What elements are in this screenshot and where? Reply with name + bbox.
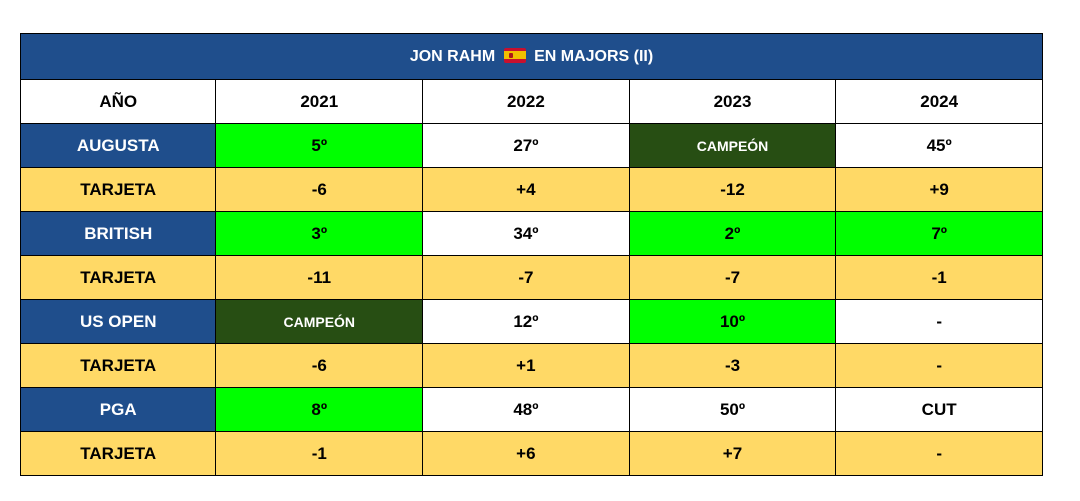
table-title: JON RAHM EN MAJORS (II)	[20, 33, 1043, 80]
venue-row: PGA 8º 48º 50º CUT	[19, 387, 1043, 432]
score-cell: -1	[835, 255, 1043, 300]
venue-label-cell: AUGUSTA	[19, 123, 217, 168]
score-label-cell: TARJETA	[19, 343, 217, 388]
header-cell-2024: 2024	[835, 79, 1043, 124]
score-cell: +1	[422, 343, 630, 388]
score-label-cell: TARJETA	[19, 255, 217, 300]
score-label-cell: TARJETA	[19, 431, 217, 476]
score-cell: -	[835, 431, 1043, 476]
position-cell: 8º	[215, 387, 424, 432]
position-cell: CUT	[835, 387, 1043, 432]
score-cell: -6	[215, 343, 424, 388]
score-row: TARJETA -1 +6 +7-	[19, 431, 1043, 476]
position-cell: 7º	[835, 211, 1043, 256]
position-cell: 27º	[422, 123, 630, 168]
header-cell-2023: 2023	[628, 79, 837, 124]
position-cell: CAMPEÓN	[215, 299, 424, 344]
score-cell: -11	[215, 255, 424, 300]
score-cell: -7	[628, 255, 837, 300]
score-row: TARJETA -11 -7 -7 -1	[19, 255, 1043, 300]
header-cell-2022: 2022	[422, 79, 630, 124]
position-cell: 34º	[422, 211, 630, 256]
table-body: JON RAHM EN MAJORS (II) AÑO 2021 2022 20…	[19, 33, 1043, 476]
position-cell: 12º	[422, 299, 630, 344]
score-label-cell: TARJETA	[19, 167, 217, 212]
position-cell: 45º	[835, 123, 1043, 168]
title-text-name: JON RAHM	[409, 47, 496, 65]
venue-label-cell: BRITISH	[19, 211, 217, 256]
venue-label-cell: US OPEN	[19, 299, 217, 344]
position-cell: 10º	[628, 299, 837, 344]
score-cell: -3	[628, 343, 837, 388]
majors-table: JON RAHM EN MAJORS (II) AÑO 2021 2022 20…	[19, 33, 1043, 476]
majors-table-container: JON RAHM EN MAJORS (II) AÑO 2021 2022 20…	[19, 33, 1043, 476]
score-cell: -1	[215, 431, 424, 476]
position-cell: -	[835, 299, 1043, 344]
title-row: JON RAHM EN MAJORS (II)	[20, 33, 1043, 80]
title-text-suffix: EN MAJORS (II)	[534, 47, 654, 65]
position-cell: 3º	[215, 211, 424, 256]
header-row: AÑO 2021 2022 2023 2024	[19, 79, 1043, 124]
position-cell: 5º	[215, 123, 424, 168]
score-cell: -12	[628, 167, 837, 212]
position-cell: 50º	[628, 387, 837, 432]
score-cell: +6	[422, 431, 630, 476]
position-cell: 2º	[628, 211, 837, 256]
score-cell: +7	[628, 431, 837, 476]
score-cell: -6	[215, 167, 424, 212]
venue-row: AUGUSTA 5º 27º CAMPEÓN 45º	[19, 123, 1043, 168]
score-cell: -	[835, 343, 1043, 388]
spain-flag-icon	[503, 47, 526, 63]
score-cell: +9	[835, 167, 1043, 212]
venue-row: US OPEN CAMPEÓN 12º 10º -	[19, 299, 1043, 344]
position-cell: 48º	[422, 387, 630, 432]
score-cell: -7	[422, 255, 630, 300]
header-cell-year-label: AÑO	[19, 79, 217, 124]
position-cell: CAMPEÓN	[628, 123, 837, 168]
header-cell-2021: 2021	[215, 79, 424, 124]
score-row: TARJETA -6 +1 -3-	[19, 343, 1043, 388]
score-row: TARJETA -6 +4 -12 +9	[19, 167, 1043, 212]
venue-label-cell: PGA	[19, 387, 217, 432]
score-cell: +4	[422, 167, 630, 212]
venue-row: BRITISH 3º 34º 2º 7º	[19, 211, 1043, 256]
